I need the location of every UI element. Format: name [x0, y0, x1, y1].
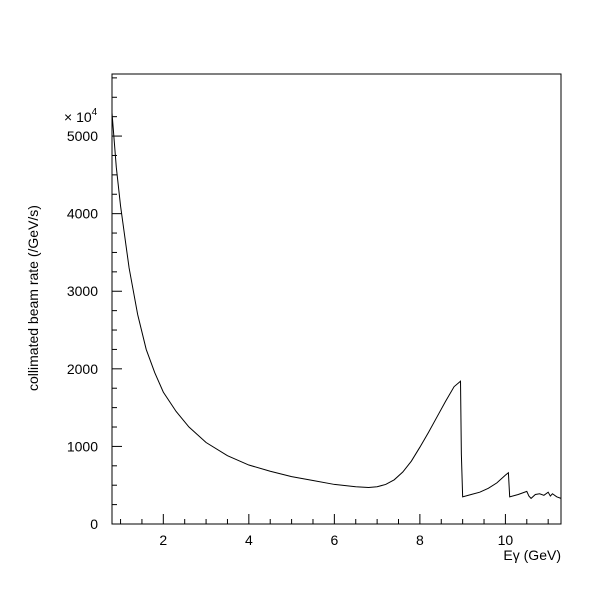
- y-tick-label: 4000: [67, 206, 98, 222]
- y-axis-multiplier: × 104: [64, 107, 98, 125]
- y-axis-label: collimated beam rate (/GeV/s): [25, 205, 41, 391]
- x-tick-label: 8: [416, 532, 424, 548]
- x-tick-label: 10: [498, 532, 514, 548]
- x-axis-ticks: 2 4 6 8 10: [120, 514, 549, 548]
- plot-frame: [111, 73, 562, 525]
- x-axis-label: Eγ (GeV): [503, 547, 561, 563]
- x-tick-label: 2: [159, 532, 167, 548]
- x-tick-label: 6: [330, 532, 338, 548]
- y-tick-label: 3000: [67, 283, 98, 299]
- y-tick-label: 0: [90, 516, 98, 532]
- y-tick-label: 1000: [67, 438, 98, 454]
- x-tick-label: 4: [245, 532, 253, 548]
- y-axis-ticks: 0 1000 2000 3000 4000 5000: [67, 77, 122, 532]
- y-tick-label: 2000: [67, 361, 98, 377]
- series-line: [111, 112, 562, 500]
- y-tick-label: 5000: [67, 128, 98, 144]
